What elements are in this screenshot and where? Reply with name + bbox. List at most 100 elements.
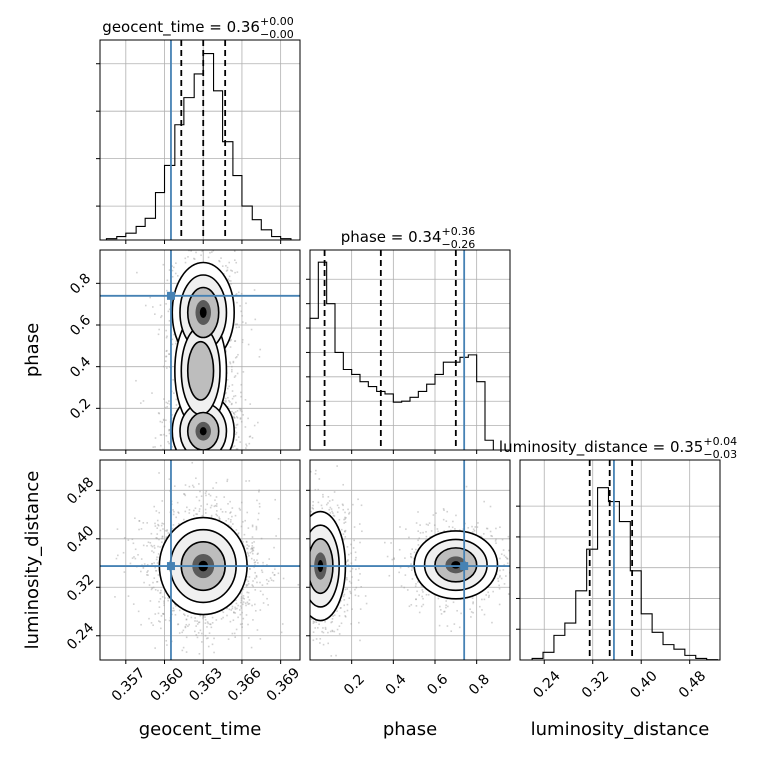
sample-point — [293, 555, 295, 557]
panel-title-sub: −0.03 — [703, 448, 737, 461]
sample-point — [132, 603, 135, 605]
sample-point — [247, 582, 250, 585]
sample-point — [181, 479, 183, 481]
sample-point — [209, 623, 212, 626]
sample-point — [162, 418, 165, 421]
sample-point — [247, 580, 250, 583]
sample-point — [505, 575, 507, 577]
sample-point — [218, 461, 220, 463]
sample-point — [306, 599, 308, 601]
sample-point — [242, 588, 245, 590]
sample-point — [230, 511, 232, 513]
sample-point — [495, 542, 497, 544]
sample-point — [230, 525, 232, 528]
sample-point — [256, 581, 258, 584]
sample-point — [403, 586, 406, 589]
sample-point — [210, 465, 212, 467]
sample-point — [160, 316, 162, 319]
sample-point — [306, 624, 308, 626]
sample-point — [204, 616, 206, 618]
sample-point — [225, 392, 227, 394]
sample-point — [243, 545, 246, 548]
sample-point — [512, 571, 514, 573]
sample-point — [262, 593, 264, 596]
x-tick-label: 0.2 — [341, 671, 368, 698]
sample-point — [186, 479, 188, 481]
sample-point — [275, 535, 277, 537]
sample-point — [172, 454, 174, 456]
sample-point — [343, 593, 346, 596]
sample-point — [325, 503, 328, 506]
sample-point — [428, 522, 431, 524]
sample-point — [208, 493, 210, 496]
sample-point — [159, 434, 162, 436]
sample-point — [230, 609, 233, 611]
sample-point — [154, 522, 156, 525]
sample-point — [209, 494, 212, 497]
sample-point — [160, 524, 163, 527]
sample-point — [279, 562, 281, 564]
sample-point — [359, 608, 362, 610]
sample-point — [492, 590, 494, 593]
sample-point — [433, 524, 436, 526]
sample-point — [338, 633, 341, 635]
sample-point — [204, 508, 207, 511]
sample-point — [123, 571, 126, 573]
sample-point — [212, 250, 215, 252]
sample-point — [302, 552, 304, 554]
sample-point — [240, 601, 242, 604]
sample-point — [455, 514, 457, 517]
sample-point — [152, 551, 155, 554]
sample-point — [179, 491, 181, 493]
hist-phase-grid — [310, 250, 510, 450]
sample-point — [168, 428, 171, 431]
sample-point — [452, 601, 455, 604]
sample-point — [154, 566, 157, 569]
sample-point — [306, 567, 308, 569]
sample-point — [291, 571, 293, 573]
sample-point — [164, 619, 167, 621]
sample-point — [117, 554, 119, 557]
sample-point — [292, 627, 294, 629]
sample-point — [284, 582, 286, 584]
sample-point — [235, 448, 238, 450]
sample-point — [237, 436, 240, 438]
sample-point — [448, 525, 450, 528]
sample-point — [297, 580, 299, 582]
sample-point — [286, 600, 288, 602]
sample-point — [413, 551, 416, 554]
sample-point — [231, 390, 234, 392]
sample-point — [261, 571, 264, 574]
sample-point — [160, 434, 163, 436]
sample-point — [498, 587, 501, 590]
sample-point — [155, 510, 158, 512]
sample-point — [246, 511, 249, 514]
sample-point — [252, 585, 254, 588]
sample-point — [456, 609, 458, 612]
sample-point — [307, 596, 309, 598]
sample-point — [251, 552, 254, 555]
sample-point — [223, 452, 225, 454]
sample-point — [205, 494, 207, 497]
sample-point — [297, 583, 300, 586]
sample-point — [347, 563, 350, 566]
sample-point — [358, 523, 361, 525]
sample-point — [329, 506, 332, 509]
sample-point — [151, 562, 153, 565]
sample-point — [251, 549, 254, 551]
sample-point — [162, 528, 164, 530]
sample-point — [241, 626, 243, 628]
sample-point — [249, 435, 252, 438]
sample-point — [248, 480, 251, 482]
sample-point — [239, 623, 242, 626]
sample-point — [281, 623, 284, 625]
sample-point — [350, 552, 352, 555]
sample-point — [160, 615, 163, 617]
sample-point — [233, 412, 235, 414]
sample-point — [188, 242, 190, 244]
sample-point — [221, 248, 223, 250]
sample-point — [247, 637, 250, 639]
sample-point — [228, 385, 230, 388]
sample-point — [201, 514, 204, 517]
sample-point — [437, 597, 440, 600]
